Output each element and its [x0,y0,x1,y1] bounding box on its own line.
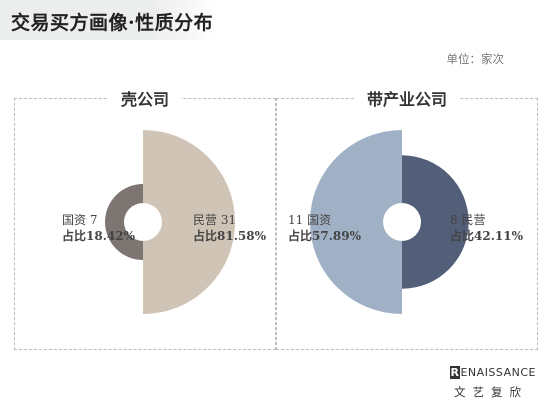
industry-private-label: 8 民营 占比42.11% [450,212,523,244]
brand-logo-rest: ENAISSANCE [460,366,536,379]
shell-state-value: 国资 7 [62,213,98,227]
industry-state-value: 11 国资 [288,213,332,227]
shell-private-value: 民营 31 [193,213,237,227]
shell-private-slice [143,130,235,314]
brand-logo-cn: 文艺复欣 [454,385,528,399]
shell-company-title: 壳公司 [108,86,182,110]
shell-private-label: 民营 31 占比81.58% [193,212,266,244]
industry-private-value: 8 民营 [450,213,486,227]
shell-state-share: 占比18.42% [62,229,135,243]
shell-company-panel: 壳公司 [14,86,276,350]
header-band: 交易买方画像·性质分布 [0,0,218,40]
industry-company-panel: 带产业公司 [276,86,538,350]
page-title: 交易买方画像·性质分布 [11,12,214,34]
industry-state-slice [310,130,402,314]
brand-logo-en: RENAISSANCE [449,366,537,379]
industry-company-title: 带产业公司 [354,86,460,110]
shell-state-label: 国资 7 占比18.42% [62,212,135,244]
shell-state-slice [105,184,143,260]
unit-label: 单位：家次 [446,52,505,66]
industry-private-slice [402,155,469,289]
industry-state-label: 11 国资 占比57.89% [288,212,361,244]
industry-private-share: 占比42.11% [450,229,523,243]
shell-private-share: 占比81.58% [193,229,266,243]
brand-logo-initial: R [449,366,461,379]
industry-state-share: 占比57.89% [288,229,361,243]
